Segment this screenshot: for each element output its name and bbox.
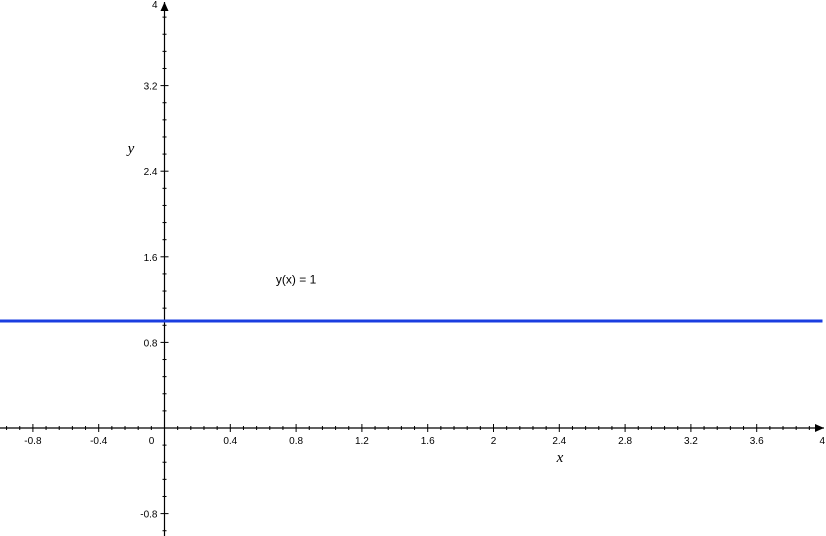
y-tick-label: 2.4	[144, 167, 158, 178]
x-tick-label: 3.2	[684, 436, 698, 447]
y-tick-label: 3.2	[144, 82, 158, 93]
y-tick-label: 0.8	[144, 338, 158, 349]
x-tick-label: 4	[819, 436, 825, 447]
x-tick-label: 2.8	[618, 436, 632, 447]
y-tick-label: 1.6	[144, 253, 158, 264]
x-tick-label: 2	[491, 436, 497, 447]
y-axis-arrow	[160, 2, 169, 11]
y-tick-label: 4	[152, 0, 158, 11]
x-tick-label: 1.2	[355, 436, 369, 447]
y-axis-title: y	[126, 141, 135, 157]
y-tick-label: -0.8	[140, 510, 158, 521]
x-tick-label: 0.8	[289, 436, 303, 447]
x-tick-label: -0.4	[90, 436, 108, 447]
x-tick-label: 2.4	[552, 436, 566, 447]
x-axis-arrow	[815, 424, 824, 432]
x-axis-title: x	[556, 450, 564, 466]
x-tick-label: 0.4	[223, 436, 237, 447]
x-tick-label: -0.8	[24, 436, 42, 447]
curve-annotation: y(x) = 1	[276, 273, 317, 287]
x-tick-label: 3.6	[750, 436, 764, 447]
labels-group: -0.8 -0.4 0 0.4 0.8 1.2 1.6 2 2.4 2.8 3.2 3.6 4 -0.8 0…	[24, 0, 825, 521]
x-tick-label: 0	[149, 436, 155, 447]
x-tick-label: 1.6	[421, 436, 435, 447]
